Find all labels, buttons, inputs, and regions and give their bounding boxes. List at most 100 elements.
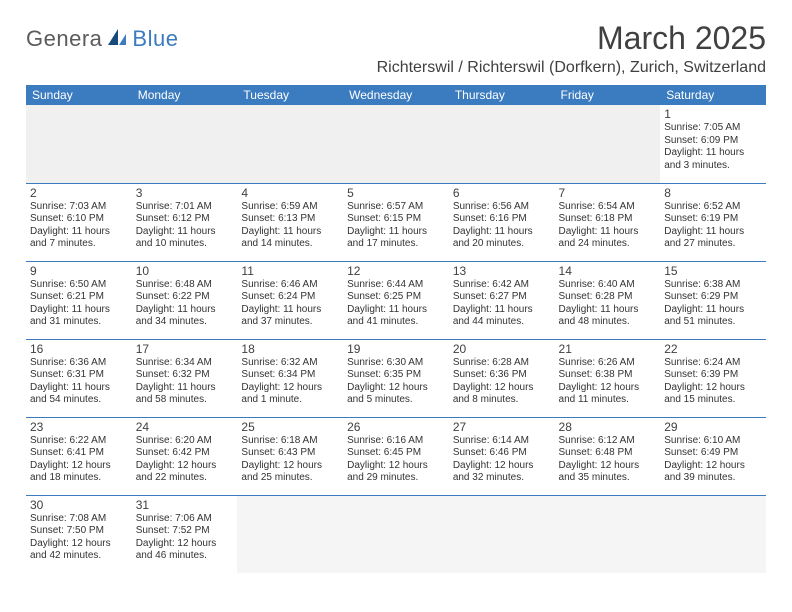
day-info: Sunrise: 7:01 AMSunset: 6:12 PMDaylight:… <box>136 201 234 251</box>
day-number: 10 <box>136 264 234 278</box>
day-info: Sunrise: 6:22 AMSunset: 6:41 PMDaylight:… <box>30 435 128 485</box>
calendar-cell: 30Sunrise: 7:08 AMSunset: 7:50 PMDayligh… <box>26 495 132 573</box>
calendar-cell: 6Sunrise: 6:56 AMSunset: 6:16 PMDaylight… <box>449 183 555 261</box>
day-number: 8 <box>664 186 762 200</box>
logo-text-blue: Blue <box>132 26 178 52</box>
day-info: Sunrise: 6:24 AMSunset: 6:39 PMDaylight:… <box>664 357 762 407</box>
day-header: Monday <box>132 85 238 105</box>
calendar-cell <box>343 105 449 183</box>
day-info: Sunrise: 6:14 AMSunset: 6:46 PMDaylight:… <box>453 435 551 485</box>
day-number: 31 <box>136 498 234 512</box>
day-info: Sunrise: 6:20 AMSunset: 6:42 PMDaylight:… <box>136 435 234 485</box>
calendar-cell: 16Sunrise: 6:36 AMSunset: 6:31 PMDayligh… <box>26 339 132 417</box>
day-header: Friday <box>555 85 661 105</box>
calendar-cell: 1Sunrise: 7:05 AMSunset: 6:09 PMDaylight… <box>660 105 766 183</box>
day-header: Wednesday <box>343 85 449 105</box>
day-number: 13 <box>453 264 551 278</box>
day-info: Sunrise: 6:56 AMSunset: 6:16 PMDaylight:… <box>453 201 551 251</box>
day-header: Sunday <box>26 85 132 105</box>
day-info: Sunrise: 6:10 AMSunset: 6:49 PMDaylight:… <box>664 435 762 485</box>
day-info: Sunrise: 6:48 AMSunset: 6:22 PMDaylight:… <box>136 279 234 329</box>
calendar-cell: 24Sunrise: 6:20 AMSunset: 6:42 PMDayligh… <box>132 417 238 495</box>
calendar-cell: 26Sunrise: 6:16 AMSunset: 6:45 PMDayligh… <box>343 417 449 495</box>
day-number: 30 <box>30 498 128 512</box>
calendar-cell <box>26 105 132 183</box>
calendar-cell: 8Sunrise: 6:52 AMSunset: 6:19 PMDaylight… <box>660 183 766 261</box>
day-number: 12 <box>347 264 445 278</box>
day-header: Tuesday <box>237 85 343 105</box>
calendar-cell <box>449 495 555 573</box>
calendar-cell: 18Sunrise: 6:32 AMSunset: 6:34 PMDayligh… <box>237 339 343 417</box>
day-info: Sunrise: 6:50 AMSunset: 6:21 PMDaylight:… <box>30 279 128 329</box>
day-number: 19 <box>347 342 445 356</box>
calendar-cell: 14Sunrise: 6:40 AMSunset: 6:28 PMDayligh… <box>555 261 661 339</box>
calendar-cell <box>555 495 661 573</box>
day-info: Sunrise: 6:36 AMSunset: 6:31 PMDaylight:… <box>30 357 128 407</box>
day-info: Sunrise: 6:26 AMSunset: 6:38 PMDaylight:… <box>559 357 657 407</box>
day-number: 11 <box>241 264 339 278</box>
day-number: 22 <box>664 342 762 356</box>
calendar-cell: 9Sunrise: 6:50 AMSunset: 6:21 PMDaylight… <box>26 261 132 339</box>
day-number: 17 <box>136 342 234 356</box>
calendar-cell <box>132 105 238 183</box>
day-info: Sunrise: 6:30 AMSunset: 6:35 PMDaylight:… <box>347 357 445 407</box>
calendar-row: 9Sunrise: 6:50 AMSunset: 6:21 PMDaylight… <box>26 261 766 339</box>
day-info: Sunrise: 6:57 AMSunset: 6:15 PMDaylight:… <box>347 201 445 251</box>
calendar-cell: 3Sunrise: 7:01 AMSunset: 6:12 PMDaylight… <box>132 183 238 261</box>
day-number: 1 <box>664 107 762 121</box>
day-info: Sunrise: 7:03 AMSunset: 6:10 PMDaylight:… <box>30 201 128 251</box>
day-header: Thursday <box>449 85 555 105</box>
day-number: 26 <box>347 420 445 434</box>
day-info: Sunrise: 6:42 AMSunset: 6:27 PMDaylight:… <box>453 279 551 329</box>
calendar-cell: 25Sunrise: 6:18 AMSunset: 6:43 PMDayligh… <box>237 417 343 495</box>
day-number: 29 <box>664 420 762 434</box>
day-info: Sunrise: 6:32 AMSunset: 6:34 PMDaylight:… <box>241 357 339 407</box>
calendar-cell <box>237 105 343 183</box>
calendar-table: Sunday Monday Tuesday Wednesday Thursday… <box>26 85 766 573</box>
day-number: 15 <box>664 264 762 278</box>
logo-text-general: Genera <box>26 26 102 52</box>
calendar-row: 2Sunrise: 7:03 AMSunset: 6:10 PMDaylight… <box>26 183 766 261</box>
day-number: 2 <box>30 186 128 200</box>
day-info: Sunrise: 6:12 AMSunset: 6:48 PMDaylight:… <box>559 435 657 485</box>
day-number: 28 <box>559 420 657 434</box>
calendar-cell: 15Sunrise: 6:38 AMSunset: 6:29 PMDayligh… <box>660 261 766 339</box>
day-number: 4 <box>241 186 339 200</box>
calendar-cell <box>343 495 449 573</box>
day-number: 18 <box>241 342 339 356</box>
day-number: 14 <box>559 264 657 278</box>
title-block: March 2025 Richterswil / Richterswil (Do… <box>377 20 766 77</box>
calendar-cell: 12Sunrise: 6:44 AMSunset: 6:25 PMDayligh… <box>343 261 449 339</box>
calendar-cell: 29Sunrise: 6:10 AMSunset: 6:49 PMDayligh… <box>660 417 766 495</box>
calendar-row: 23Sunrise: 6:22 AMSunset: 6:41 PMDayligh… <box>26 417 766 495</box>
day-info: Sunrise: 7:06 AMSunset: 7:52 PMDaylight:… <box>136 513 234 563</box>
page-title: March 2025 <box>377 20 766 57</box>
day-info: Sunrise: 6:38 AMSunset: 6:29 PMDaylight:… <box>664 279 762 329</box>
day-number: 20 <box>453 342 551 356</box>
day-info: Sunrise: 6:40 AMSunset: 6:28 PMDaylight:… <box>559 279 657 329</box>
day-number: 5 <box>347 186 445 200</box>
calendar-cell: 5Sunrise: 6:57 AMSunset: 6:15 PMDaylight… <box>343 183 449 261</box>
calendar-cell <box>237 495 343 573</box>
calendar-cell: 17Sunrise: 6:34 AMSunset: 6:32 PMDayligh… <box>132 339 238 417</box>
day-info: Sunrise: 6:34 AMSunset: 6:32 PMDaylight:… <box>136 357 234 407</box>
day-number: 6 <box>453 186 551 200</box>
sail-icon <box>106 27 128 52</box>
calendar-cell <box>449 105 555 183</box>
day-number: 3 <box>136 186 234 200</box>
calendar-row: 30Sunrise: 7:08 AMSunset: 7:50 PMDayligh… <box>26 495 766 573</box>
day-info: Sunrise: 6:46 AMSunset: 6:24 PMDaylight:… <box>241 279 339 329</box>
day-number: 27 <box>453 420 551 434</box>
calendar-cell: 2Sunrise: 7:03 AMSunset: 6:10 PMDaylight… <box>26 183 132 261</box>
calendar-cell: 23Sunrise: 6:22 AMSunset: 6:41 PMDayligh… <box>26 417 132 495</box>
day-header: Saturday <box>660 85 766 105</box>
day-number: 21 <box>559 342 657 356</box>
calendar-cell: 21Sunrise: 6:26 AMSunset: 6:38 PMDayligh… <box>555 339 661 417</box>
day-info: Sunrise: 7:08 AMSunset: 7:50 PMDaylight:… <box>30 513 128 563</box>
day-number: 24 <box>136 420 234 434</box>
day-info: Sunrise: 6:18 AMSunset: 6:43 PMDaylight:… <box>241 435 339 485</box>
day-number: 7 <box>559 186 657 200</box>
day-header-row: Sunday Monday Tuesday Wednesday Thursday… <box>26 85 766 105</box>
calendar-cell: 7Sunrise: 6:54 AMSunset: 6:18 PMDaylight… <box>555 183 661 261</box>
calendar-cell: 19Sunrise: 6:30 AMSunset: 6:35 PMDayligh… <box>343 339 449 417</box>
